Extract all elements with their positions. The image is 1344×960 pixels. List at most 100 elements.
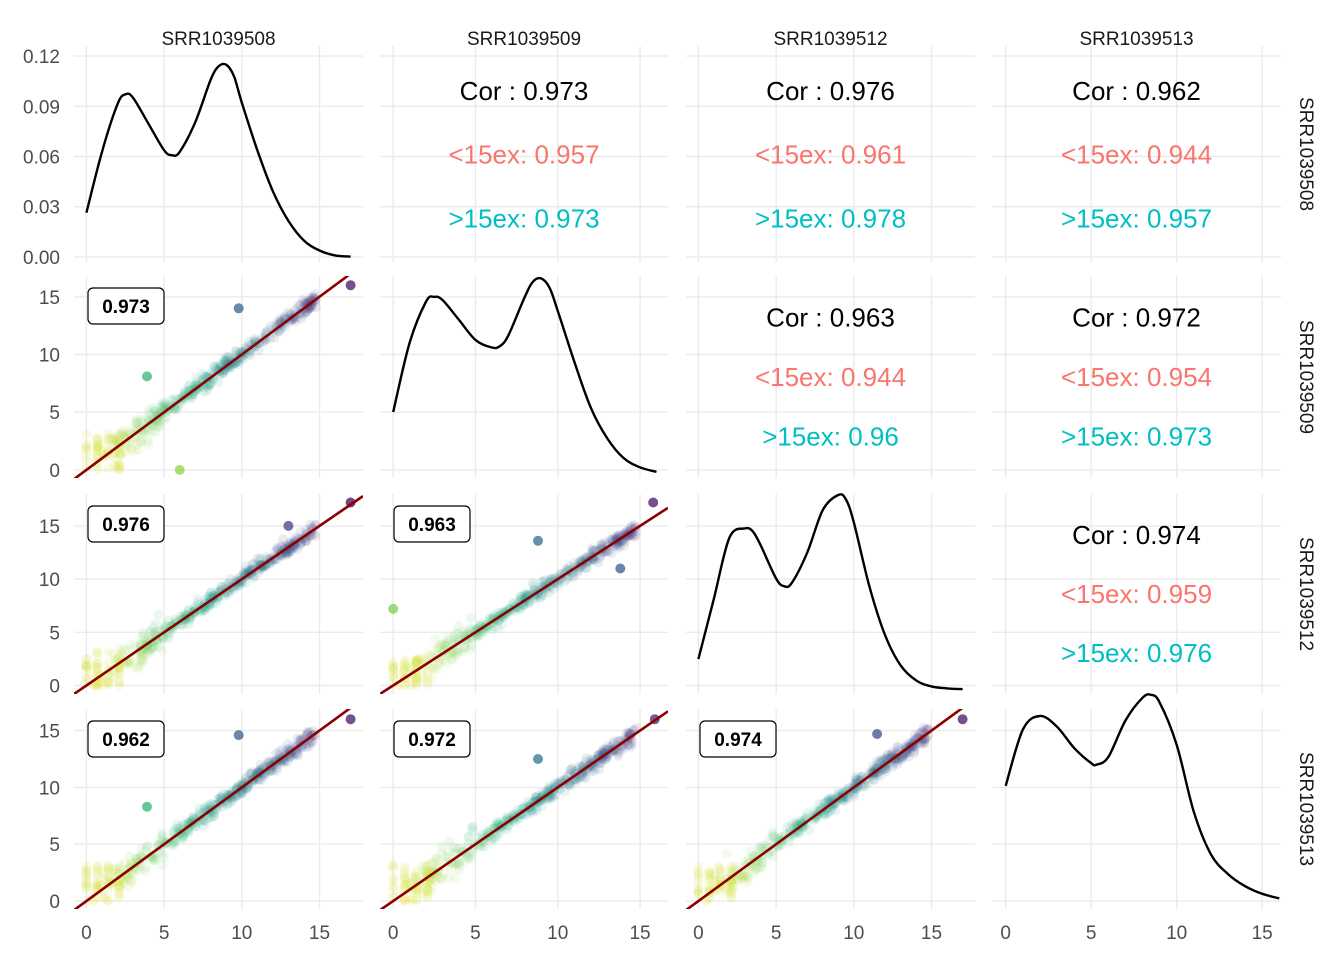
scatter-point (584, 757, 595, 768)
scatter-point (536, 801, 547, 812)
scatter-point (463, 852, 473, 863)
scatter-point (296, 313, 307, 324)
scatter-point (388, 664, 399, 675)
scatter-point (193, 816, 203, 827)
y-tick-label: 0.00 (23, 248, 60, 269)
scatter-point (132, 417, 143, 428)
scatter-point (516, 594, 527, 605)
scatter-point (192, 598, 203, 609)
scatter-point (241, 772, 251, 783)
scatter-point (113, 432, 123, 442)
scatter-point (401, 878, 412, 889)
x-tick-label: 15 (921, 923, 942, 944)
scatter-point (81, 659, 92, 670)
scatter-point (434, 642, 444, 653)
scatter-point (309, 289, 320, 299)
scatter-point (92, 647, 103, 658)
scatter-point (732, 874, 743, 885)
correlation-low-expression: <15ex: 0.957 (448, 140, 599, 170)
scatter-point (909, 735, 920, 746)
scatter-point (411, 678, 422, 689)
scatter-point (831, 797, 842, 808)
scatter-point (103, 646, 114, 657)
scatter-point (135, 437, 146, 447)
scatter-point (81, 872, 92, 883)
correlation-total: Cor : 0.962 (1072, 76, 1201, 106)
scatter-point (154, 417, 165, 428)
scatter-point (119, 434, 130, 445)
scatter-point (138, 656, 149, 667)
scatter-point (92, 647, 103, 658)
scatter-outlier-point (345, 714, 356, 725)
scatter-point (463, 831, 474, 842)
x-tick-label: 10 (1166, 923, 1187, 944)
scatter-point (613, 750, 624, 761)
scatter-point (274, 318, 285, 329)
scatter-point (295, 737, 305, 748)
scatter-point (521, 806, 532, 817)
scatter-point (81, 454, 92, 465)
correlation-high-expression: >15ex: 0.957 (1061, 203, 1212, 233)
scatter-point (92, 443, 103, 454)
scatter-point (206, 588, 217, 599)
scatter-point (282, 738, 293, 749)
scatter-point (157, 397, 168, 408)
scatter-point (388, 880, 399, 891)
fit-line (380, 710, 668, 909)
scatter-point (448, 841, 459, 852)
correlation-total: Cor : 0.963 (766, 303, 895, 333)
scatter-point (599, 743, 609, 754)
scatter-point (114, 860, 125, 871)
scatter-point (219, 355, 230, 366)
scatter-point (127, 423, 138, 434)
x-tick-label: 15 (629, 923, 650, 944)
scatter-point (436, 848, 447, 859)
scatter-point (450, 650, 461, 661)
scatter-point (159, 399, 169, 410)
scatter-point (92, 870, 103, 881)
scatter-point (446, 858, 457, 868)
scatter-point (828, 800, 838, 811)
scatter-point (244, 768, 255, 779)
scatter-point (438, 868, 449, 879)
scatter-point (466, 640, 477, 651)
scatter-point (544, 581, 555, 592)
scatter-point (838, 787, 849, 798)
scatter-point (114, 889, 125, 900)
scatter-point (236, 352, 247, 363)
scatter-point (388, 860, 399, 870)
scatter-point (185, 379, 195, 390)
scatter-point (500, 815, 511, 826)
scatter-point (81, 868, 92, 879)
scatter-point (721, 886, 732, 897)
scatter-point (227, 787, 238, 797)
scatter-panel-points (380, 710, 668, 909)
y-tick-label: 10 (39, 570, 60, 591)
scatter-point (523, 796, 534, 807)
scatter-point (220, 355, 231, 366)
scatter-point (156, 848, 167, 859)
scatter-point (148, 403, 159, 413)
scatter-point (460, 642, 471, 652)
scatter-point (704, 873, 715, 884)
scatter-point (462, 842, 473, 853)
scatter-point (103, 677, 114, 688)
scatter-point (493, 829, 504, 840)
scatter-point (614, 541, 625, 552)
scatter-point (753, 844, 764, 855)
scatter-point (693, 885, 704, 896)
scatter-point (517, 809, 528, 820)
scatter-point (411, 656, 422, 667)
scatter-point (135, 436, 146, 447)
scatter-point (99, 869, 110, 880)
scatter-point (434, 658, 444, 669)
scatter-point (137, 852, 148, 863)
scatter-point (726, 861, 737, 871)
scatter-point (153, 641, 164, 652)
scatter-outlier-point (388, 603, 399, 614)
scatter-point (114, 460, 125, 471)
scatter-point (240, 561, 251, 572)
scatter-point (235, 786, 246, 797)
scatter-point (447, 654, 458, 664)
scatter-outlier-point (142, 801, 152, 812)
